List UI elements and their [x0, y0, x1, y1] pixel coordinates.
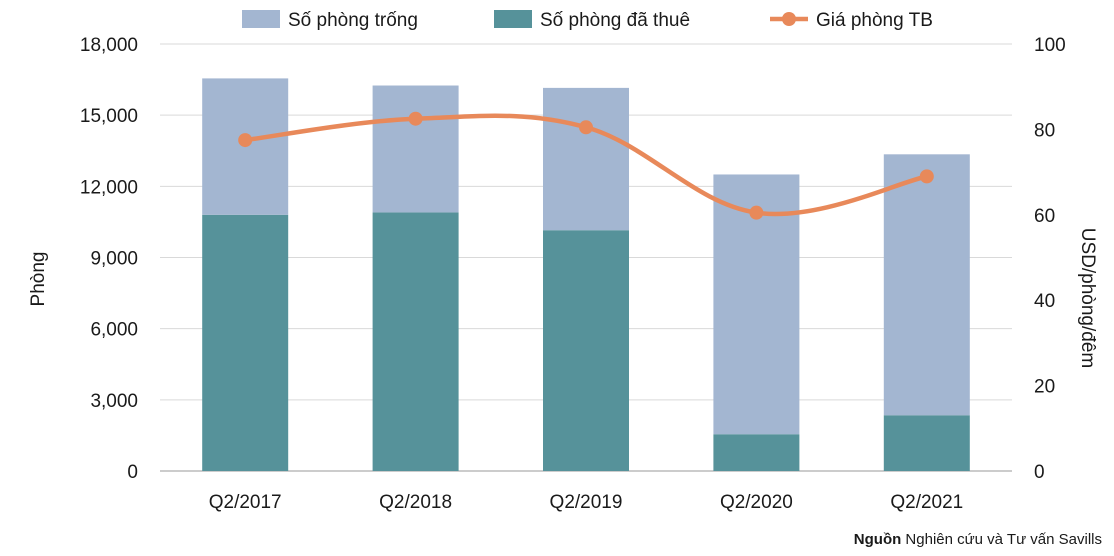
y2-tick-label: 80	[1034, 120, 1055, 141]
legend-label: Số phòng trống	[288, 10, 418, 31]
line-point	[238, 133, 253, 148]
price-line	[238, 111, 934, 220]
x-tick-label: Q2/2019	[550, 492, 623, 513]
source-text: Nghiên cứu và Tư vấn Savills	[901, 531, 1102, 548]
y-axis-title: Phòng	[28, 252, 49, 307]
x-tick-label: Q2/2018	[379, 492, 452, 513]
legend-swatch	[242, 10, 280, 28]
line-point	[408, 111, 423, 126]
bar	[202, 214, 289, 472]
line-point	[919, 169, 934, 184]
bars	[202, 78, 970, 472]
legend: Số phòng trống Số phòng đã thuê Giá phòng …	[242, 10, 933, 31]
axes: 0 3,000 6,000 9,000 12,000 15,000 18,000 0 20 40 6…	[28, 35, 1098, 513]
y-tick-label: 12,000	[80, 177, 138, 198]
y-tick-label: 6,000	[90, 320, 138, 341]
y-tick-label: 9,000	[90, 249, 138, 270]
bar	[543, 230, 629, 471]
x-tick-label: Q2/2021	[890, 492, 963, 513]
bar	[543, 87, 629, 231]
bar	[883, 415, 970, 471]
y2-axis-title: USD/phòng/đêm	[1077, 228, 1098, 368]
line-point	[579, 120, 593, 135]
y-tick-label: 0	[127, 462, 138, 483]
x-tick-label: Q2/2020	[720, 492, 793, 513]
y-tick-label: 3,000	[90, 391, 138, 412]
y2-tick-label: 100	[1034, 35, 1066, 56]
y-tick-label: 18,000	[80, 35, 138, 56]
line-point	[749, 205, 764, 220]
bar	[372, 85, 459, 213]
bar	[713, 434, 800, 471]
y2-tick-label: 40	[1034, 291, 1055, 312]
y2-tick-label: 20	[1034, 377, 1055, 398]
source-note: Nguồn Nghiên cứu và Tư vấn Savills	[854, 531, 1102, 548]
legend-label: Số phòng đã thuê	[540, 10, 690, 31]
source-label: Nguồn	[853, 531, 902, 548]
y-tick-label: 15,000	[80, 106, 138, 127]
y2-tick-label: 60	[1034, 206, 1055, 227]
legend-marker	[782, 12, 796, 26]
y2-tick-label: 0	[1034, 462, 1045, 483]
bar	[372, 212, 459, 471]
legend-label: Giá phòng TB	[816, 10, 933, 31]
x-tick-label: Q2/2017	[209, 492, 282, 513]
bar	[883, 154, 970, 416]
legend-swatch	[494, 10, 532, 28]
